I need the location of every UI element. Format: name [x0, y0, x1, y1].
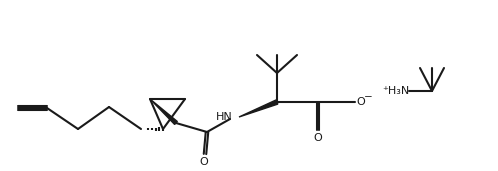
Text: O: O: [200, 157, 208, 167]
Text: O: O: [356, 97, 365, 107]
Text: HN: HN: [216, 112, 233, 122]
Text: −: −: [364, 92, 373, 102]
Polygon shape: [239, 100, 278, 117]
Polygon shape: [150, 99, 177, 124]
Text: ⁺H₃N: ⁺H₃N: [382, 86, 409, 96]
Text: O: O: [314, 133, 322, 143]
